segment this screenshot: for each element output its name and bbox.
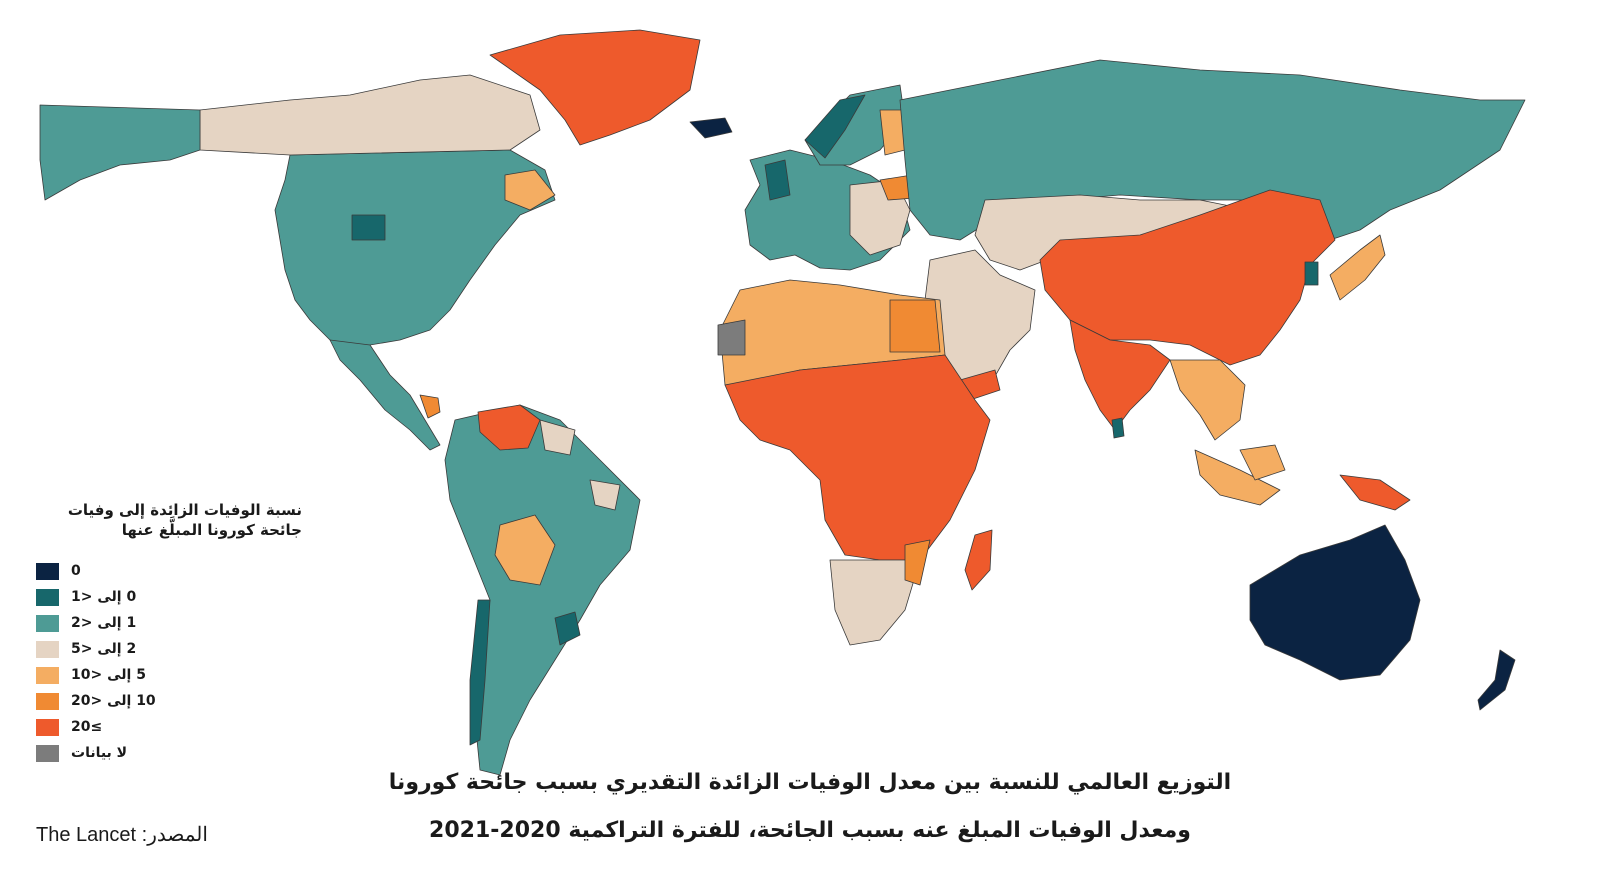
legend-item: 0 إلى <1 [36, 584, 306, 610]
legend-swatch [36, 692, 59, 710]
region-borneo [1239, 444, 1286, 481]
region-quebec-labrador [504, 169, 556, 211]
legend-item: 1 إلى <2 [36, 610, 306, 636]
region-uruguay [554, 611, 581, 646]
region-sri-lanka [1111, 417, 1125, 439]
region-ne-brazil [589, 479, 621, 511]
legend-swatch [36, 614, 59, 632]
region-north-america [274, 149, 556, 351]
region-venezuela [477, 404, 541, 451]
legend-swatch [36, 640, 59, 658]
legend-item: 5 إلى <10 [36, 662, 306, 688]
region-iceland [689, 117, 733, 139]
source-credit: The Lancet :المصدر [36, 824, 208, 846]
legend-label: لا بيانات [71, 745, 128, 761]
region-central-america-orange [419, 394, 441, 419]
legend-label: 2 إلى <5 [71, 641, 137, 657]
region-southeast-asia [1169, 359, 1246, 441]
region-bolivia [494, 514, 556, 586]
region-mozambique [904, 539, 931, 586]
region-russia [899, 59, 1526, 241]
legend-title: نسبة الوفيات الزائدة إلى وفيات جائحة كور… [67, 501, 302, 539]
chart-title-line1: التوزيع العالمي للنسبة بين معدل الوفيات … [388, 770, 1232, 795]
legend-swatch [36, 588, 59, 606]
legend-label: 0 إلى <1 [71, 589, 137, 605]
region-norway [804, 94, 866, 159]
region-alaska [39, 104, 201, 201]
region-greenland [489, 29, 701, 146]
legend-list: 0 0 إلى <1 1 إلى <2 2 إلى <5 5 إلى <10 10 إلى… [36, 558, 306, 766]
legend: نسبة الوفيات الزائدة إلى وفيات جائحة كور… [36, 500, 306, 762]
region-new-zealand [1477, 649, 1516, 711]
region-china [1039, 189, 1336, 366]
region-indonesia-west [1194, 449, 1281, 506]
region-australia [1249, 524, 1421, 681]
region-canada-north [199, 74, 541, 156]
legend-item: 20≤ [36, 714, 306, 740]
region-south-asia [1069, 319, 1171, 431]
legend-item: لا بيانات [36, 740, 306, 766]
region-japan [1329, 234, 1386, 301]
legend-label: 10 إلى <20 [71, 693, 156, 709]
region-mexico [329, 339, 441, 451]
legend-item: 10 إلى <20 [36, 688, 306, 714]
region-korea [1304, 261, 1319, 286]
chart-title-line2: ومعدل الوفيات المبلغ عنه بسبب الجائحة، ل… [429, 818, 1191, 843]
region-western-sahara [717, 319, 746, 356]
region-new-guinea [1339, 474, 1411, 511]
legend-swatch [36, 562, 59, 580]
region-sub-saharan-africa [724, 354, 991, 561]
legend-label: 5 إلى <10 [71, 667, 146, 683]
legend-swatch [36, 718, 59, 736]
region-madagascar [964, 529, 993, 591]
legend-swatch [36, 666, 59, 684]
legend-label: 0 [71, 563, 81, 579]
legend-swatch [36, 744, 59, 762]
region-chile [469, 599, 491, 746]
region-minnesota [351, 214, 386, 241]
legend-item: 0 [36, 558, 306, 584]
legend-label: 20≤ [71, 719, 103, 735]
region-uk [764, 159, 791, 201]
region-south-america [444, 404, 641, 776]
region-egypt [889, 299, 941, 353]
legend-label: 1 إلى <2 [71, 615, 137, 631]
region-guianas [539, 419, 576, 456]
legend-item: 2 إلى <5 [36, 636, 306, 662]
